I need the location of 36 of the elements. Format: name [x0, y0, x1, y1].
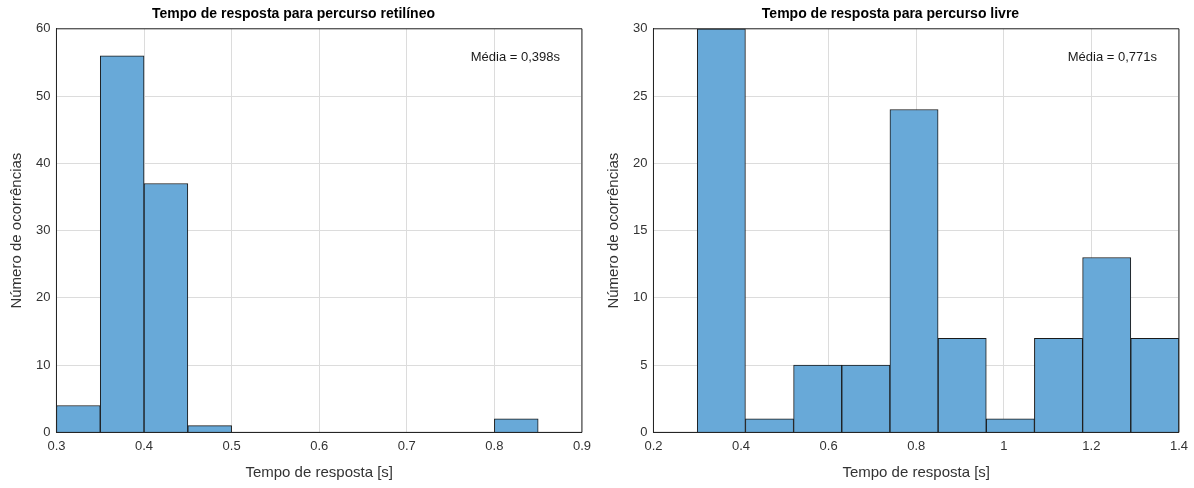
x-tick-label: 0.6	[819, 437, 838, 453]
x-tick-label: 0.4	[135, 437, 154, 453]
y-tick-label: 50	[35, 87, 51, 103]
y-tick-label: 10	[632, 289, 648, 305]
x-tick-label: 1	[1000, 437, 1008, 453]
y-tick-label: 0	[640, 423, 648, 439]
x-tick-label: 0.6	[310, 437, 329, 453]
y-axis-title: Número de ocorrências	[604, 152, 622, 309]
y-tick-label: 25	[632, 87, 648, 103]
y-tick-label: 0	[43, 423, 51, 439]
y-tick-label: 10	[35, 356, 51, 372]
chart-title: Tempo de resposta para percurso livre	[761, 5, 1020, 22]
x-tick-label: 0.3	[47, 437, 66, 453]
x-tick-label: 0.5	[222, 437, 241, 453]
x-axis-title: Tempo de resposta [s]	[842, 463, 990, 481]
y-tick-label: 15	[632, 222, 648, 238]
x-axis-title: Tempo de resposta [s]	[245, 463, 393, 481]
x-tick-label: 0.4	[732, 437, 751, 453]
x-tick-label: 0.2	[644, 437, 663, 453]
annotation: Média = 0,771s	[1067, 48, 1158, 64]
x-tick-label: 1.2	[1082, 437, 1101, 453]
x-tick-label: 1.4	[1169, 437, 1188, 453]
annotation: Média = 0,398s	[470, 48, 561, 64]
y-tick-label: 20	[35, 289, 51, 305]
x-tick-label: 0.8	[907, 437, 926, 453]
chart-title: Tempo de resposta para percurso retilíneo	[152, 5, 435, 22]
x-tick-label: 0.7	[397, 437, 416, 453]
y-tick-label: 30	[632, 20, 648, 36]
x-tick-label: 0.8	[485, 437, 504, 453]
y-tick-label: 60	[35, 20, 51, 36]
x-tick-label: 0.9	[572, 437, 591, 453]
y-tick-label: 5	[640, 356, 648, 372]
y-tick-label: 20	[632, 154, 648, 170]
y-axis-title: Número de ocorrências	[7, 152, 25, 309]
y-tick-label: 40	[35, 154, 51, 170]
y-tick-label: 30	[35, 222, 51, 238]
